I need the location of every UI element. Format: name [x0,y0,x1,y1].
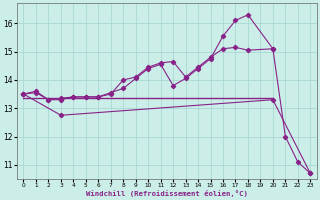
X-axis label: Windchill (Refroidissement éolien,°C): Windchill (Refroidissement éolien,°C) [86,190,248,197]
